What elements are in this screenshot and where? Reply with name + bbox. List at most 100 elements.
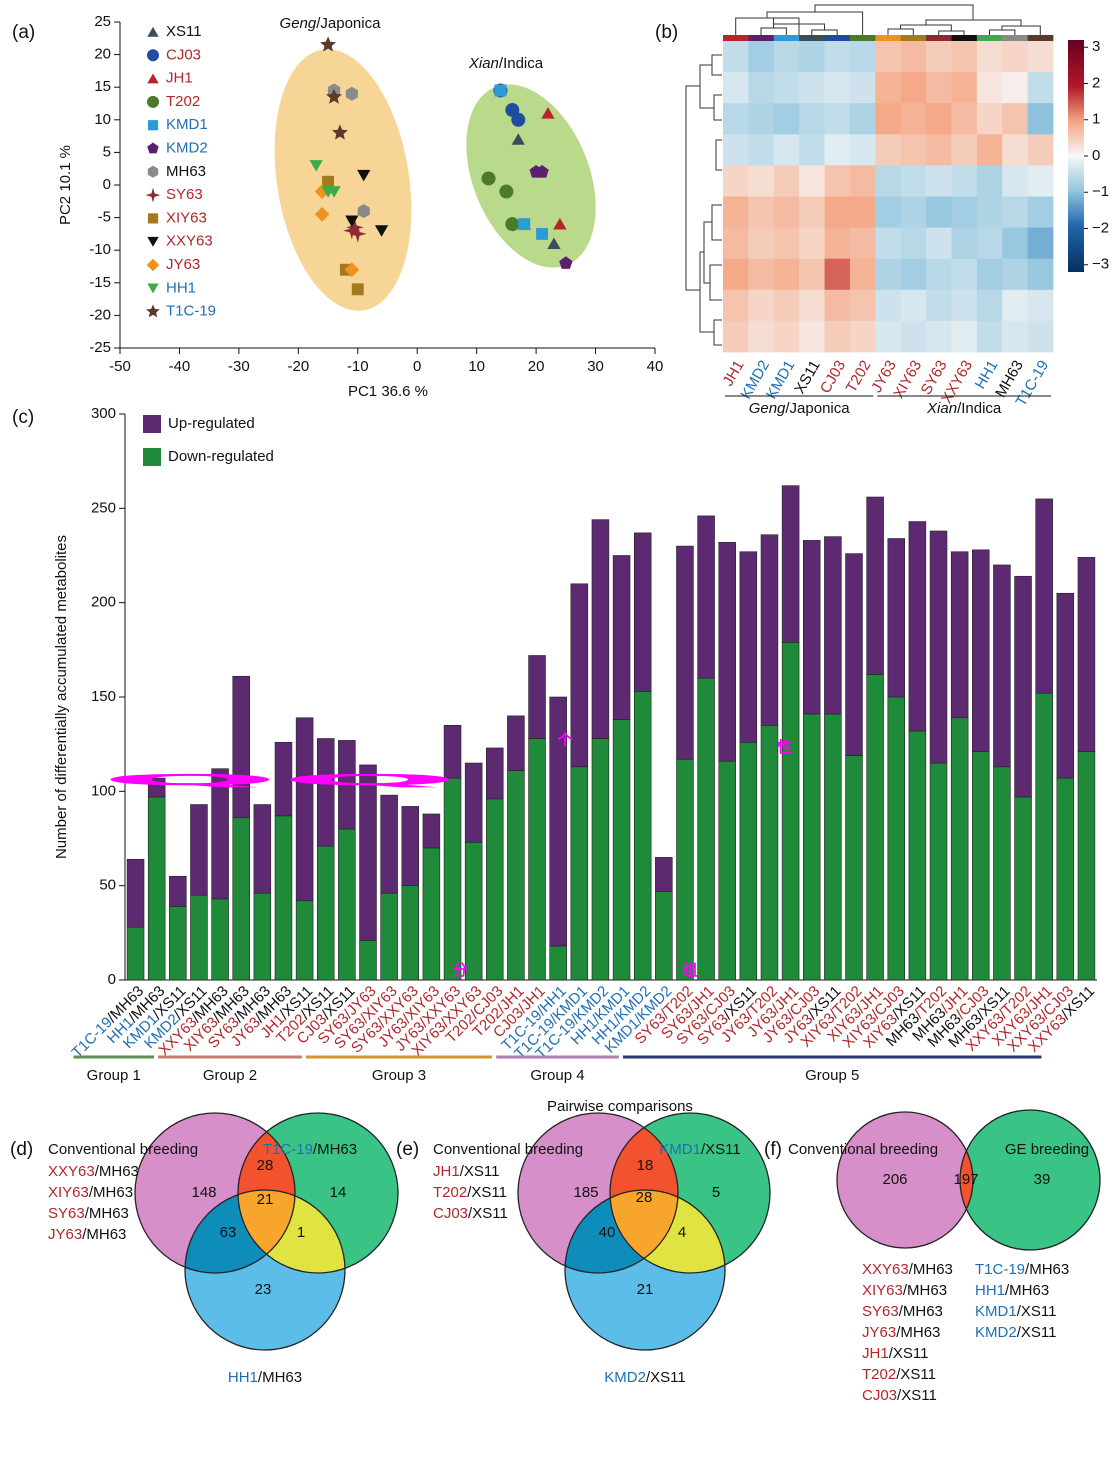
y-tick-label: 50	[99, 877, 116, 894]
heatmap-cell	[1002, 41, 1029, 73]
bar-segment	[316, 845, 335, 981]
bar-segment	[866, 496, 884, 675]
group-label-rest: /Japonica	[785, 400, 850, 417]
point	[357, 204, 370, 219]
bar-segment	[295, 717, 314, 902]
bar-segment	[338, 740, 356, 830]
heatmap-cell	[875, 165, 902, 197]
heatmap-cell	[900, 165, 927, 197]
venn-set-name: Conventional breeding	[433, 1141, 583, 1158]
heatmap-cell	[824, 41, 851, 73]
venn-region	[610, 1190, 678, 1273]
venn-count: 206	[882, 1171, 907, 1188]
heatmap-cell	[926, 134, 952, 166]
label-part: SY63	[862, 1303, 899, 1320]
heatmap-cell	[723, 289, 749, 322]
venn-member: KMD1/XS11	[975, 1303, 1056, 1320]
bar-segment	[1077, 557, 1096, 753]
label-part: XIY63	[48, 1184, 89, 1201]
legend-label: JY63	[166, 256, 200, 273]
bar-segment	[422, 847, 441, 981]
heatmap-cell	[951, 103, 978, 135]
label-part: /MH63	[1005, 1282, 1049, 1299]
heatmap-cell	[849, 320, 876, 353]
heatmap-cell	[1002, 103, 1029, 135]
bar-segment	[295, 900, 314, 981]
heatmap-cell	[926, 41, 952, 73]
panel-label: (b)	[655, 22, 678, 43]
bar-segment	[866, 674, 884, 981]
cluster-label: Geng/Japonica	[280, 15, 382, 32]
heatmap-cell	[849, 165, 876, 197]
colorbar-tick-label: −1	[1092, 183, 1109, 200]
label-part: XS11	[791, 357, 824, 396]
bar-segment	[697, 677, 715, 981]
colorbar-tick-label: −3	[1092, 256, 1109, 273]
legend-label: Up-regulated	[168, 415, 255, 432]
venn-count: 197	[953, 1171, 978, 1188]
bar-segment	[1035, 498, 1053, 694]
bar-segment	[697, 515, 715, 679]
bar-segment	[211, 898, 229, 981]
watermark-text: QQ	[100, 771, 460, 789]
label-part: CJ03	[817, 357, 849, 396]
colorbar-tick-label: 0	[1092, 147, 1100, 164]
bar-segment	[802, 713, 821, 981]
bar-segment	[190, 804, 208, 896]
venn-count: 185	[573, 1184, 598, 1201]
point	[547, 237, 561, 249]
panel-label: (e)	[396, 1139, 419, 1160]
bar-segment	[359, 764, 377, 941]
legend-label: HH1	[166, 279, 196, 296]
bar-segment	[591, 519, 610, 739]
point	[322, 175, 335, 188]
venn-set-name: GE breeding	[1005, 1141, 1089, 1158]
heatmap-cell	[1002, 196, 1029, 228]
heatmap-cell	[849, 196, 876, 228]
heatmap-cell	[748, 72, 775, 104]
legend-marker	[147, 120, 159, 131]
bar-segment	[253, 804, 272, 894]
bar-segment	[126, 858, 145, 928]
heatmap-cell	[900, 227, 927, 260]
heatmap-cell	[849, 103, 876, 135]
cluster-label: Xian/Indica	[468, 55, 544, 72]
label-part: /MH63	[896, 1324, 940, 1341]
label-part: KMD2	[604, 1369, 646, 1386]
bar-segment	[950, 717, 969, 981]
venn-member: KMD2/XS11	[975, 1324, 1056, 1341]
venn-clip-group	[610, 1190, 678, 1273]
bar-segment	[676, 545, 694, 760]
legend-label: T1C-19	[166, 303, 216, 320]
bar-segment	[1056, 777, 1075, 981]
heatmap-cell	[1027, 165, 1054, 197]
group-label: Group 4	[530, 1067, 584, 1084]
heatmap-cell	[951, 165, 978, 197]
legend-marker	[147, 213, 159, 224]
venn-count: 4	[678, 1224, 686, 1241]
heatmap-cell	[1027, 227, 1054, 260]
panel-label: (c)	[12, 407, 34, 428]
heatmap-cell	[849, 227, 876, 260]
bar-segment	[169, 875, 187, 907]
venn-member: JY63/MH63	[48, 1226, 126, 1243]
colorbar-tick-label: −2	[1092, 219, 1109, 236]
heatmap-cell	[773, 72, 800, 104]
venn-member: CJ03/XS11	[433, 1205, 508, 1222]
watermark-text: 个	[556, 731, 573, 749]
heatmap-cell	[875, 134, 902, 166]
y-tick-label: -5	[98, 209, 111, 226]
venn-member: JH1/XS11	[433, 1163, 499, 1180]
legend-label: JH1	[166, 70, 193, 87]
heatmap-cell	[951, 196, 978, 228]
heatmap-cell	[799, 258, 825, 291]
column-color-bar	[1027, 35, 1054, 41]
legend-marker	[147, 142, 159, 154]
bar-segment	[1014, 575, 1032, 798]
venn-count: 21	[257, 1191, 274, 1208]
bar-segment	[908, 521, 927, 732]
label-part: T202	[843, 357, 875, 395]
y-axis-label: Number of differentially accumulated met…	[53, 535, 70, 859]
heatmap-cell	[773, 227, 800, 260]
heatmap-cell	[773, 134, 800, 166]
